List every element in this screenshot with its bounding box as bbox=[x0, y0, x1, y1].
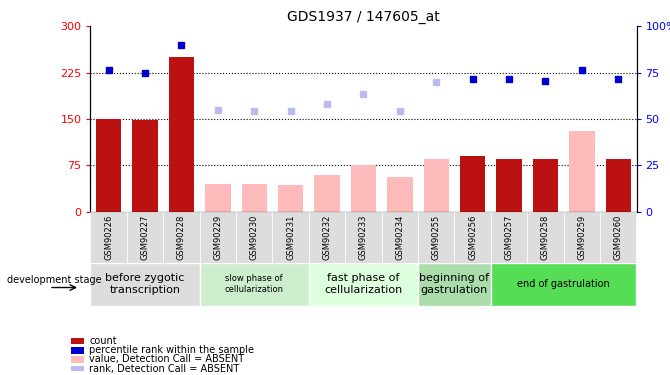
Bar bbox=[169, 57, 194, 212]
Bar bbox=[200, 212, 236, 262]
Bar bbox=[350, 165, 377, 212]
Bar bbox=[90, 212, 127, 262]
Bar bbox=[205, 184, 230, 212]
Bar bbox=[71, 347, 84, 354]
Text: GSM90260: GSM90260 bbox=[614, 214, 623, 260]
Text: GSM90230: GSM90230 bbox=[250, 214, 259, 260]
Bar bbox=[418, 262, 491, 306]
Text: fast phase of
cellularization: fast phase of cellularization bbox=[324, 273, 403, 295]
Title: GDS1937 / 147605_at: GDS1937 / 147605_at bbox=[287, 10, 440, 24]
Text: GSM90259: GSM90259 bbox=[578, 214, 586, 260]
Text: GSM90233: GSM90233 bbox=[359, 214, 368, 260]
Text: development stage: development stage bbox=[7, 275, 101, 285]
Bar bbox=[491, 262, 636, 306]
Bar bbox=[600, 212, 636, 262]
Bar bbox=[309, 212, 345, 262]
Text: GSM90258: GSM90258 bbox=[541, 214, 550, 260]
Bar bbox=[309, 262, 418, 306]
Bar bbox=[533, 159, 558, 212]
Bar bbox=[90, 262, 200, 306]
Text: GSM90226: GSM90226 bbox=[104, 214, 113, 260]
Text: GSM90232: GSM90232 bbox=[322, 214, 332, 260]
Bar bbox=[496, 159, 522, 212]
Bar bbox=[345, 212, 382, 262]
Text: value, Detection Call = ABSENT: value, Detection Call = ABSENT bbox=[89, 354, 245, 364]
Bar bbox=[200, 262, 309, 306]
Bar bbox=[273, 212, 309, 262]
Bar bbox=[314, 175, 340, 212]
Text: rank, Detection Call = ABSENT: rank, Detection Call = ABSENT bbox=[89, 364, 239, 374]
Text: GSM90257: GSM90257 bbox=[505, 214, 514, 260]
Bar bbox=[163, 212, 200, 262]
Bar bbox=[606, 159, 631, 212]
Bar bbox=[491, 212, 527, 262]
Bar bbox=[71, 366, 84, 372]
Text: GSM90227: GSM90227 bbox=[141, 214, 149, 260]
Text: end of gastrulation: end of gastrulation bbox=[517, 279, 610, 289]
Text: GSM90234: GSM90234 bbox=[395, 214, 405, 260]
Bar bbox=[241, 184, 267, 212]
Text: GSM90231: GSM90231 bbox=[286, 214, 295, 260]
Text: before zygotic
transcription: before zygotic transcription bbox=[105, 273, 185, 295]
Bar bbox=[127, 212, 163, 262]
Bar bbox=[418, 212, 454, 262]
Bar bbox=[569, 132, 595, 212]
Bar bbox=[423, 159, 449, 212]
Bar bbox=[460, 156, 486, 212]
Bar bbox=[236, 212, 273, 262]
Bar bbox=[71, 356, 84, 363]
Bar bbox=[278, 184, 304, 212]
Bar bbox=[96, 119, 121, 212]
Text: beginning of
gastrulation: beginning of gastrulation bbox=[419, 273, 490, 295]
Bar bbox=[527, 212, 563, 262]
Bar bbox=[132, 120, 158, 212]
Text: slow phase of
cellularization: slow phase of cellularization bbox=[224, 274, 284, 294]
Text: count: count bbox=[89, 336, 117, 345]
Text: GSM90228: GSM90228 bbox=[177, 214, 186, 260]
Bar bbox=[563, 212, 600, 262]
Text: GSM90256: GSM90256 bbox=[468, 214, 477, 260]
Text: percentile rank within the sample: percentile rank within the sample bbox=[89, 345, 254, 355]
Bar bbox=[382, 212, 418, 262]
Text: GSM90229: GSM90229 bbox=[213, 214, 222, 260]
Bar bbox=[454, 212, 491, 262]
Bar bbox=[387, 177, 413, 212]
Bar bbox=[71, 338, 84, 344]
Text: GSM90255: GSM90255 bbox=[431, 214, 441, 260]
